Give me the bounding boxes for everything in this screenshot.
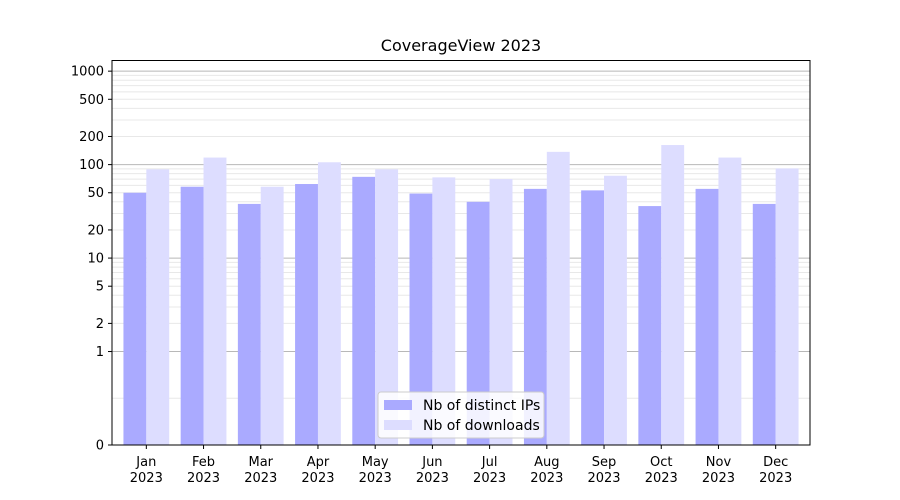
x-tick-label-year: 2023 — [244, 471, 277, 486]
x-tick-label-year: 2023 — [301, 471, 334, 486]
bar-downloads — [375, 169, 399, 445]
x-tick-label-month: May — [362, 455, 389, 470]
x-tick-label-month: Feb — [192, 455, 215, 470]
bar-distinct-ips — [352, 176, 376, 445]
y-tick-label: 50 — [87, 186, 104, 201]
bar-downloads — [718, 157, 742, 445]
x-tick-label-month: Aug — [534, 455, 559, 470]
x-tick-label-year: 2023 — [759, 471, 792, 486]
x-tick-label-year: 2023 — [587, 471, 620, 486]
y-tick-label: 1 — [96, 345, 104, 360]
y-axis: 0 1 2 5 10 20 50 100 200 500 1000 — [71, 65, 112, 454]
x-tick-label-month: Oct — [650, 455, 672, 470]
chart-title: CoverageView 2023 — [381, 36, 541, 55]
x-tick-label-month: Jan — [135, 455, 156, 470]
bar-distinct-ips — [123, 192, 147, 445]
legend-label: Nb of distinct IPs — [423, 398, 540, 414]
bar-distinct-ips — [237, 203, 261, 445]
bar-distinct-ips — [409, 193, 433, 445]
x-tick-label-year: 2023 — [530, 471, 563, 486]
y-tick-label: 5 — [96, 280, 104, 295]
y-tick-label: 1000 — [71, 65, 104, 80]
y-tick-label: 2 — [96, 317, 104, 332]
x-tick-label-month: Apr — [307, 455, 330, 470]
x-tick-label-year: 2023 — [416, 471, 449, 486]
legend-swatch — [384, 420, 412, 430]
bar-downloads — [546, 151, 570, 446]
bar-downloads — [604, 175, 627, 445]
x-axis: Jan2023Feb2023Mar2023Apr2023May2023Jun20… — [130, 445, 792, 486]
y-tick-label: 500 — [79, 93, 104, 108]
legend-swatch — [384, 400, 412, 410]
legend-box — [377, 391, 545, 439]
bar-downloads — [661, 145, 685, 445]
bar-downloads — [317, 162, 341, 445]
bar-downloads — [260, 186, 284, 446]
bars — [123, 145, 799, 446]
x-tick-label-year: 2023 — [359, 471, 392, 486]
x-tick-label-month: Dec — [763, 455, 788, 470]
bar-downloads — [489, 179, 513, 445]
x-tick-label-year: 2023 — [187, 471, 220, 486]
bar-distinct-ips — [752, 203, 776, 445]
x-tick-label-month: Mar — [248, 455, 273, 470]
y-tick-label: 200 — [79, 130, 104, 145]
x-tick-label-month: Jun — [421, 455, 442, 470]
x-tick-label-month: Jul — [481, 455, 498, 470]
bar-distinct-ips — [180, 186, 204, 446]
bar-distinct-ips — [523, 188, 547, 445]
bar-distinct-ips — [295, 184, 318, 446]
bar-distinct-ips — [638, 206, 662, 445]
bar-distinct-ips — [466, 201, 490, 445]
x-tick-label-year: 2023 — [130, 471, 163, 486]
x-tick-label-year: 2023 — [702, 471, 735, 486]
bar-distinct-ips — [581, 190, 605, 445]
x-tick-label-year: 2023 — [473, 471, 506, 486]
bar-downloads — [203, 157, 227, 445]
y-tick-label: 0 — [96, 439, 104, 454]
x-tick-label-month: Nov — [706, 455, 732, 470]
y-tick-label: 100 — [79, 158, 104, 173]
y-tick-label: 20 — [87, 223, 104, 238]
x-tick-label-month: Sep — [592, 455, 617, 470]
legend-label: Nb of downloads — [423, 418, 540, 434]
plot-frame — [111, 60, 811, 446]
x-tick-label-year: 2023 — [645, 471, 678, 486]
bar-downloads — [775, 168, 799, 445]
bar-downloads — [432, 177, 456, 445]
bar-distinct-ips — [695, 188, 719, 445]
bar-downloads — [146, 169, 170, 445]
legend: Nb of distinct IPs Nb of downloads — [377, 391, 545, 439]
y-tick-label: 10 — [87, 252, 104, 267]
